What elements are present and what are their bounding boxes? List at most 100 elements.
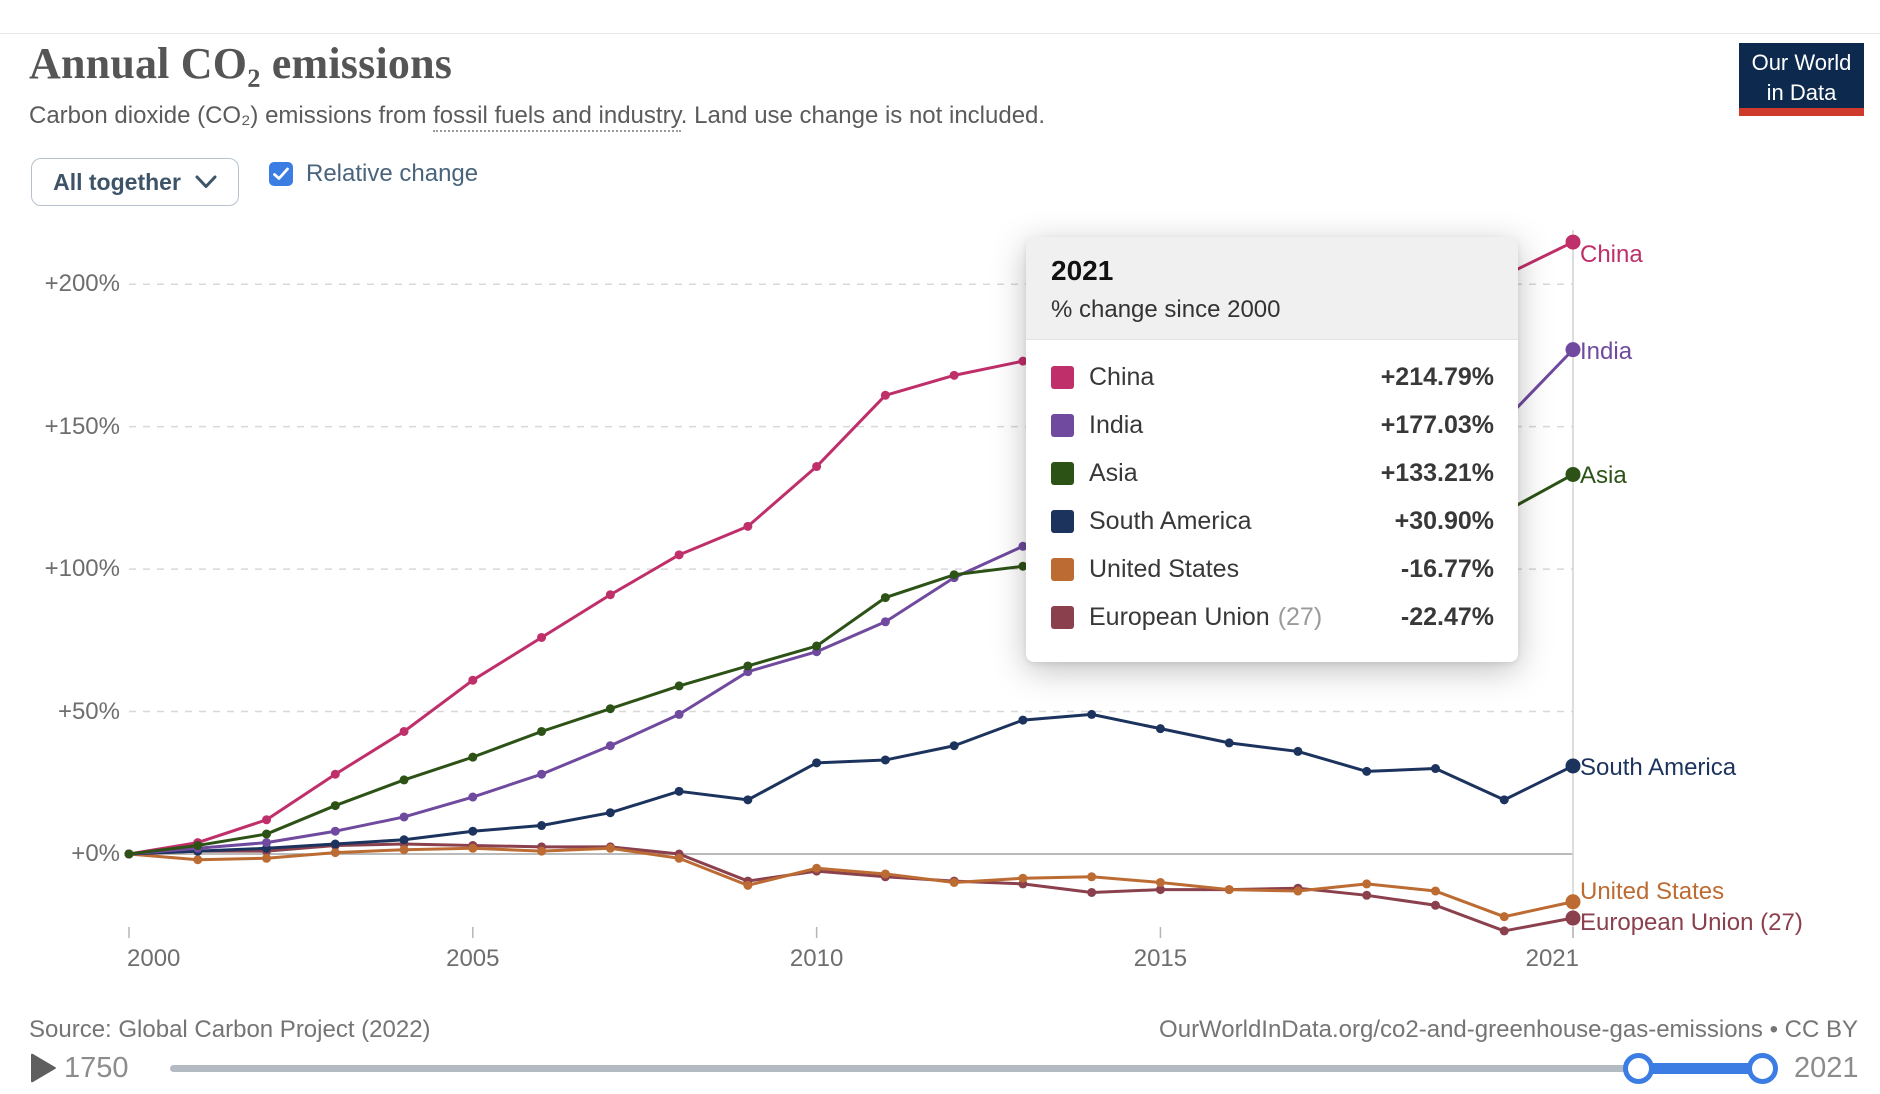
series-line-south-america[interactable] [127, 712, 1575, 856]
series-point-china [743, 521, 753, 531]
series-point-china [674, 550, 684, 560]
series-point-south-america [949, 741, 959, 751]
credit-link[interactable]: OurWorldInData.org/co2-and-greenhouse-ga… [1159, 1016, 1858, 1043]
entity-label-european-union-27-[interactable]: European Union (27) [1580, 909, 1803, 937]
series-point-asia [949, 570, 959, 580]
series-point-india [743, 667, 753, 677]
relative-change-toggle[interactable]: Relative change [269, 160, 478, 188]
entity-label-china[interactable]: China [1580, 241, 1643, 269]
series-point-european-union-27- [1430, 900, 1440, 910]
y-axis-label: +50% [57, 697, 120, 725]
series-point-united-states [1018, 873, 1028, 883]
series-point-asia [812, 641, 822, 651]
series-point-united-states [880, 869, 890, 879]
series-point-united-states [605, 843, 615, 853]
series-point-south-america [812, 758, 822, 768]
series-point-united-states [537, 846, 547, 856]
series-color-swatch [1051, 413, 1074, 437]
series-point-south-america [1018, 715, 1028, 725]
series-point-asia [537, 726, 547, 736]
series-point-european-union-27- [330, 840, 340, 850]
series-line-european-union-27-[interactable] [127, 842, 1575, 933]
tooltip-row: China +214.79% [1051, 353, 1494, 401]
series-point-south-america [468, 826, 478, 836]
series-point-china [537, 632, 547, 642]
tooltip-series-note: (27) [1277, 602, 1323, 631]
tooltip-subtitle: % change since 2000 [1051, 296, 1281, 323]
x-axis-label: 2000 [127, 945, 181, 972]
entity-label-south-america[interactable]: South America [1580, 753, 1737, 781]
timeline-end-year: 2021 [1794, 1052, 1859, 1084]
series-point-south-america [537, 821, 547, 831]
tooltip-series-name: Asia [1089, 458, 1138, 487]
timeline-track[interactable] [170, 1065, 1770, 1072]
series-point-united-states [124, 849, 134, 859]
series-point-india [949, 573, 959, 583]
relative-change-label: Relative change [306, 160, 479, 187]
series-point-south-america [743, 795, 753, 805]
x-axis-label: 2015 [1133, 945, 1188, 972]
series-point-united-states [399, 845, 409, 855]
series-point-south-america [1224, 738, 1234, 748]
series-color-swatch [1051, 365, 1074, 389]
series-line-united-states[interactable] [127, 846, 1575, 919]
series-point-united-states [674, 853, 684, 863]
tooltip-row: South America +30.90% [1051, 497, 1494, 545]
series-point-united-states [1362, 879, 1372, 889]
timeline-start-year: 1750 [64, 1052, 129, 1084]
top-divider [0, 33, 1880, 34]
series-point-european-union-27- [1155, 885, 1165, 895]
series-point-india [124, 849, 134, 859]
page-subtitle: Carbon dioxide (CO₂) emissions from foss… [29, 102, 1046, 132]
series-point-european-union-27- [468, 840, 478, 850]
series-point-asia [605, 704, 615, 714]
series-point-india [399, 812, 409, 822]
series-point-european-union-27- [537, 842, 547, 852]
source-attribution: Source: Global Carbon Project (2022) [29, 1016, 431, 1043]
timeline-end-handle[interactable] [1747, 1053, 1778, 1084]
series-point-south-america [1087, 709, 1097, 719]
series-point-asia [262, 829, 272, 839]
series-point-united-states [949, 877, 959, 887]
series-point-asia [330, 801, 340, 811]
owid-logo-line1: Our World [1751, 50, 1852, 75]
series-point-european-union-27- [1499, 926, 1509, 936]
series-point-south-america [1430, 764, 1440, 774]
series-point-united-states [812, 863, 822, 873]
series-point-european-union-27- [1224, 885, 1234, 895]
entity-label-united-states[interactable]: United States [1580, 877, 1725, 905]
tooltip-year: 2021 [1051, 255, 1114, 286]
series-end-point-european-union-27- [1565, 910, 1581, 926]
tooltip-series-value: +177.03% [1380, 410, 1494, 439]
entity-label-india[interactable]: India [1580, 337, 1633, 365]
owid-logo-line2: in Data [1766, 79, 1837, 105]
series-point-china [262, 815, 272, 825]
entity-selector-dropdown[interactable]: All together [31, 158, 239, 206]
owid-logo[interactable]: Our World in Data [1739, 43, 1864, 116]
series-point-united-states [1155, 877, 1165, 887]
series-point-asia [193, 840, 203, 850]
series-point-asia [124, 849, 134, 859]
play-button[interactable] [28, 1052, 58, 1084]
timeline-active-range[interactable] [1638, 1063, 1762, 1074]
series-point-asia [880, 593, 890, 603]
subtitle-link[interactable]: fossil fuels and industry [433, 102, 681, 132]
timeline-start-handle[interactable] [1623, 1053, 1654, 1084]
series-point-india [468, 792, 478, 802]
series-point-south-america [674, 786, 684, 796]
series-color-swatch [1051, 605, 1074, 629]
series-point-united-states [262, 853, 272, 863]
tooltip-series-name: India [1089, 410, 1144, 439]
series-point-south-america [1155, 724, 1165, 734]
series-point-european-union-27- [1087, 887, 1097, 897]
subtitle-text-end: . Land use change is not included. [680, 102, 1046, 129]
tooltip-row: United States -16.77% [1051, 545, 1494, 593]
series-point-united-states [1293, 886, 1303, 896]
x-axis-label: 2010 [789, 945, 844, 972]
checkbox-checked-icon[interactable] [269, 162, 293, 186]
tooltip-series-name: United States [1089, 554, 1240, 583]
series-end-point-united-states [1565, 894, 1581, 910]
series-point-south-america [399, 835, 409, 845]
entity-label-asia[interactable]: Asia [1580, 462, 1627, 490]
tooltip-series-name: China [1089, 362, 1155, 391]
